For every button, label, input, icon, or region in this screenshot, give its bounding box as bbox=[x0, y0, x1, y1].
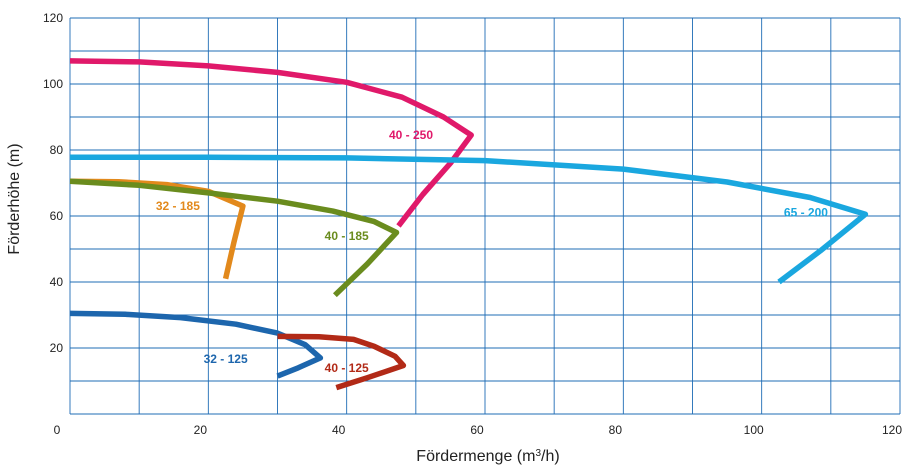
y-tick-label: 80 bbox=[50, 143, 64, 157]
curve-label: 65 - 200 bbox=[784, 206, 828, 220]
x-tick-label: 20 bbox=[194, 423, 208, 437]
curve-40-185 bbox=[69, 178, 400, 298]
grid-lines bbox=[69, 17, 901, 415]
x-axis-title: Fördermenge (m3/h) bbox=[416, 448, 559, 466]
x-tick-label: 60 bbox=[470, 423, 484, 437]
y-tick-label: 120 bbox=[43, 11, 63, 25]
x-tick-label: 80 bbox=[609, 423, 623, 437]
y-axis-title: Förderhöhe (m) bbox=[6, 143, 23, 254]
y-tick-label: 60 bbox=[50, 209, 64, 223]
curve-40-250 bbox=[69, 58, 474, 228]
y-tick-label: 100 bbox=[43, 77, 63, 91]
curves bbox=[69, 58, 869, 391]
y-tick-label: 20 bbox=[50, 341, 64, 355]
curve-labels: 40 - 250 65 - 200 32 - 185 40 - 185 32 - 125… bbox=[156, 128, 828, 375]
curve-label: 32 - 185 bbox=[156, 199, 200, 213]
curve-label: 32 - 125 bbox=[204, 352, 248, 366]
x-axis-title-sup: 3 bbox=[535, 448, 541, 459]
x-axis-ticks: 0 20 40 60 80 100 120 bbox=[54, 423, 903, 437]
x-tick-label: 40 bbox=[332, 423, 346, 437]
y-tick-label: 40 bbox=[50, 275, 64, 289]
x-tick-label: 100 bbox=[744, 423, 764, 437]
curve-65-200 bbox=[70, 154, 869, 285]
curve-label: 40 - 185 bbox=[325, 229, 369, 243]
y-axis-ticks: 20 40 60 80 100 120 bbox=[43, 11, 63, 355]
x-tick-label: 0 bbox=[54, 423, 61, 437]
curve-40-125 bbox=[277, 333, 407, 391]
curve-label: 40 - 125 bbox=[325, 361, 369, 375]
curve-label: 40 - 250 bbox=[389, 128, 433, 142]
x-axis-title-main: Fördermenge (m bbox=[416, 448, 535, 465]
x-tick-label: 120 bbox=[882, 423, 902, 437]
curve-32-125 bbox=[69, 310, 324, 379]
x-axis-title-tail: /h) bbox=[541, 448, 560, 465]
